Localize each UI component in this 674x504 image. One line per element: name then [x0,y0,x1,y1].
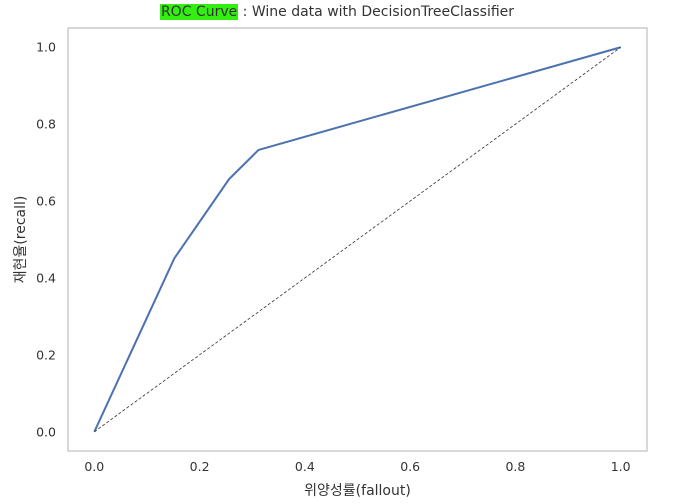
y-tick-label: 0.8 [36,117,56,132]
x-tick-label: 0.6 [400,459,420,474]
x-axis-label: 위양성률(fallout) [304,483,411,499]
chart-title-rest: : Wine data with DecisionTreeClassifier [238,4,515,20]
x-tick-label: 0.2 [190,459,210,474]
y-axis-label: 재현율(recall) [13,196,29,284]
series-lines [93,46,621,433]
chart-title: ROC Curve : Wine data with DecisionTreeC… [0,4,674,20]
x-tick-label: 0.0 [84,459,104,474]
roc-curve-line [93,46,621,433]
x-tick-labels: 0.0 0.2 0.4 0.6 0.8 1.0 [84,459,630,474]
y-tick-label: 1.0 [36,40,56,55]
plot-area-frame [67,27,648,452]
chart-title-highlight: ROC Curve [159,4,239,20]
y-tick-label: 0.6 [36,194,56,209]
y-tick-label: 0.0 [36,424,56,439]
x-tick-label: 1.0 [611,459,631,474]
y-tick-label: 0.4 [36,270,56,285]
y-tick-labels: 0.0 0.2 0.4 0.6 0.8 1.0 [36,40,56,440]
x-tick-label: 0.8 [505,459,525,474]
y-tick-label: 0.2 [36,347,56,362]
x-tick-label: 0.4 [295,459,315,474]
diagonal-reference-line [94,46,621,433]
